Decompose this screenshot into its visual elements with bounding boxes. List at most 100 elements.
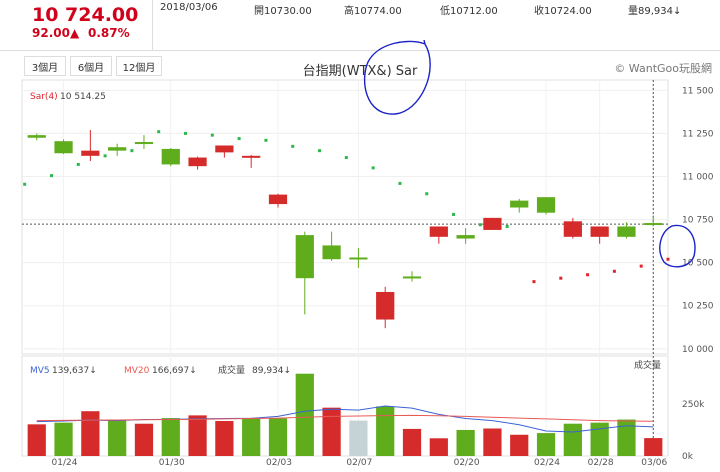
sar-dot bbox=[103, 154, 107, 158]
volume-bar bbox=[590, 422, 609, 456]
wantgoo-credit: © WantGoo玩股網 bbox=[614, 62, 712, 75]
volume-bar bbox=[563, 423, 582, 456]
candle-body bbox=[108, 147, 127, 151]
sar-dot bbox=[318, 149, 322, 153]
sar-legend-value: 10 514.25 bbox=[60, 92, 106, 102]
sar-dot bbox=[210, 133, 214, 137]
volume-bar bbox=[268, 418, 288, 456]
volume-bar bbox=[81, 411, 100, 456]
candle-body bbox=[322, 245, 341, 260]
header-divider bbox=[152, 0, 153, 50]
volume-bar bbox=[483, 428, 502, 456]
sar-dot bbox=[371, 166, 375, 170]
price-axis-tick: 11 000 bbox=[682, 173, 714, 183]
volume-bar bbox=[242, 418, 261, 456]
open-label: 開 bbox=[254, 6, 264, 17]
candle-body bbox=[644, 223, 663, 226]
volume-bar bbox=[402, 428, 422, 456]
candle-body bbox=[376, 291, 395, 320]
sar-dot bbox=[559, 276, 563, 280]
volume-bar bbox=[161, 418, 180, 456]
date-axis-tick: 01/30 bbox=[159, 458, 185, 468]
quote-header: 10 724.00 92.00▲ 0.87% 2018/03/06 開10730… bbox=[0, 0, 720, 51]
date-axis-tick: 01/24 bbox=[52, 458, 78, 468]
sar-dot bbox=[666, 257, 670, 261]
date-axis-tick: 02/24 bbox=[534, 458, 560, 468]
mv20-legend-label: MV20 bbox=[124, 366, 150, 376]
candle-body bbox=[429, 226, 448, 237]
close-value: 10724.00 bbox=[544, 6, 592, 17]
price-axis-tick: 10 750 bbox=[682, 216, 714, 226]
sar-dot bbox=[344, 156, 348, 160]
date-axis-tick: 02/20 bbox=[454, 458, 480, 468]
range-3-months-button[interactable]: 3個月 bbox=[24, 56, 66, 76]
volume-bar bbox=[188, 415, 207, 456]
sar-dot bbox=[639, 264, 643, 268]
price-axis-tick: 10 000 bbox=[682, 345, 714, 355]
candle-body bbox=[188, 157, 207, 167]
range-6-months-button[interactable]: 6個月 bbox=[70, 56, 112, 76]
candle-body bbox=[27, 135, 46, 138]
chart-title: 台指期(WTX&) Sar bbox=[302, 64, 418, 79]
sar-dot bbox=[505, 224, 509, 228]
sar-dot bbox=[586, 273, 590, 277]
volume-axis-tick: 0k bbox=[682, 452, 694, 462]
volume-total: 量89,934↓ bbox=[628, 2, 681, 17]
range-12-months-button[interactable]: 12個月 bbox=[116, 56, 162, 76]
candle-body bbox=[349, 257, 368, 260]
volume-bar bbox=[295, 373, 314, 456]
last-price: 10 724.00 bbox=[32, 4, 139, 26]
candle-body bbox=[161, 148, 180, 165]
volume-legend-value: 89,934↓ bbox=[252, 366, 291, 376]
candle-body bbox=[81, 150, 100, 156]
low-price: 低10712.00 bbox=[440, 2, 498, 17]
quote-date: 2018/03/06 bbox=[160, 2, 218, 13]
sar-dot bbox=[23, 182, 27, 186]
high-price: 高10774.00 bbox=[344, 2, 402, 17]
date-axis-tick: 02/28 bbox=[588, 458, 614, 468]
candle-body bbox=[563, 221, 582, 237]
volume-bar bbox=[215, 421, 234, 456]
candle-body bbox=[402, 276, 422, 279]
mv5-legend-label: MV5 bbox=[30, 366, 50, 376]
low-label: 低 bbox=[440, 6, 450, 17]
sar-dot bbox=[237, 137, 241, 141]
sar-dot bbox=[184, 131, 188, 135]
volume-bar bbox=[134, 423, 154, 456]
sar-dot bbox=[130, 149, 134, 153]
volume-axis-tick: 250k bbox=[682, 400, 705, 410]
volume-value: 89,934↓ bbox=[638, 6, 682, 17]
candle-body bbox=[456, 235, 475, 239]
hand-drawn-circle bbox=[363, 39, 431, 115]
candle-body bbox=[268, 194, 288, 205]
candle-body bbox=[617, 226, 636, 237]
price-axis-tick: 10 250 bbox=[682, 302, 714, 312]
low-value: 10712.00 bbox=[450, 6, 498, 17]
sar-dot bbox=[291, 144, 295, 148]
sar-dot bbox=[532, 280, 536, 284]
candle-body bbox=[295, 235, 314, 279]
volume-label: 量 bbox=[628, 6, 638, 17]
close-label: 收 bbox=[534, 6, 544, 17]
sar-dot bbox=[157, 130, 161, 134]
sar-dot bbox=[452, 212, 456, 216]
sar-dot bbox=[478, 223, 482, 227]
sar-legend-label: Sar(4) bbox=[30, 92, 58, 102]
open-value: 10730.00 bbox=[264, 6, 312, 17]
volume-bar bbox=[376, 406, 395, 456]
candle-body bbox=[483, 217, 502, 230]
hand-drawn-circle bbox=[659, 224, 696, 268]
volume-bar bbox=[456, 429, 475, 456]
volume-bar bbox=[108, 419, 127, 456]
candle-body bbox=[54, 141, 73, 154]
candle-body bbox=[590, 226, 609, 237]
candle-body bbox=[242, 155, 261, 158]
price-panel-frame bbox=[21, 79, 669, 355]
volume-bar bbox=[54, 422, 73, 456]
sar-dot bbox=[612, 269, 616, 273]
volume-bar bbox=[644, 438, 663, 456]
candle-body bbox=[134, 142, 154, 145]
date-axis-tick: 02/03 bbox=[266, 458, 292, 468]
close-price: 收10724.00 bbox=[534, 2, 592, 17]
volume-bar bbox=[322, 407, 341, 456]
